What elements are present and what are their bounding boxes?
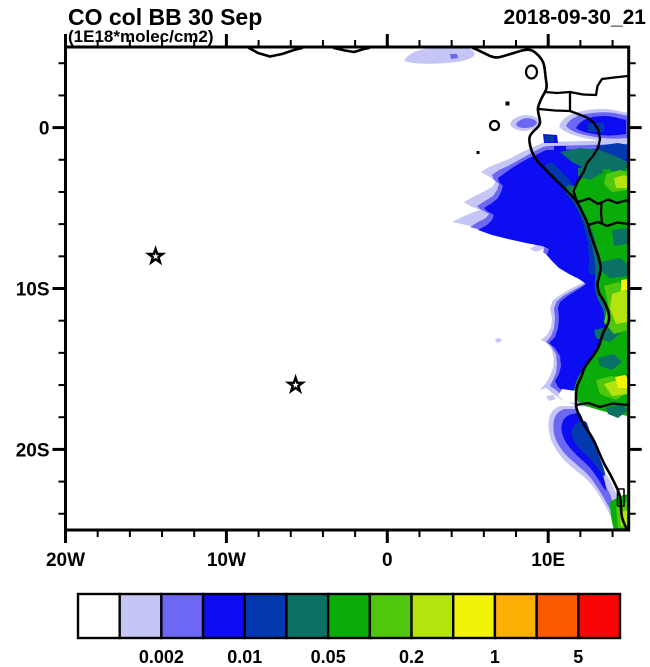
coastline-ghana (332, 47, 371, 54)
border-gabon-congo (568, 109, 602, 205)
colorbar-box (201, 592, 246, 640)
y-axis-labels: 0 10S 20S (16, 119, 50, 462)
colorbar-tick-label: 5 (573, 647, 583, 667)
border-cameroon-car (568, 74, 629, 97)
x-tick-label: 20W (46, 550, 85, 571)
bioko-island (524, 64, 539, 80)
colorbar-box (326, 592, 372, 640)
x-tick-label: 10W (207, 550, 246, 571)
border-cabinda-east (599, 200, 604, 224)
border-angola-namibia (574, 401, 629, 409)
colorbar-tick-label: 0.2 (399, 647, 424, 667)
border-cabinda-north (576, 197, 629, 206)
colorbar-box (452, 592, 497, 640)
colorbar-tick-label: 0.01 (227, 647, 262, 667)
colorbar-box (118, 592, 163, 640)
colorbar-box (577, 592, 622, 640)
annobon-island (476, 151, 480, 154)
colorbar-box (76, 592, 121, 640)
principe-island (505, 101, 510, 106)
colorbar-box (493, 592, 538, 640)
site-markers (145, 245, 307, 395)
colorbar-box (285, 592, 330, 640)
plot-units-label: (1E18*molec/cm2) (68, 27, 214, 46)
colorbar-box (160, 592, 205, 640)
axis-ticks (52, 34, 642, 543)
plot-timestamp: 2018-09-30_21 (504, 6, 647, 29)
site-star-marker (284, 373, 307, 395)
sao-tome-island (488, 119, 501, 132)
colorbar-tick-label: 1 (490, 647, 500, 667)
coastlines-and-borders (247, 47, 629, 530)
y-tick-label: 0 (39, 119, 50, 140)
colorbar-tick-label: 0.002 (139, 647, 184, 667)
y-tick-label: 20S (16, 440, 50, 461)
colorbar-tick-label: 0.05 (311, 647, 346, 667)
colorbar-box (368, 592, 413, 640)
contour-fill-field (404, 48, 628, 530)
border-angola-drc (586, 220, 629, 228)
site-star-marker (145, 245, 167, 266)
plot-title: CO col BB 30 Sep (68, 4, 262, 30)
border-equatorial-guinea (537, 90, 572, 113)
colorbar (76, 592, 622, 640)
y-tick-label: 10S (16, 280, 50, 301)
x-axis-labels: 20W 10W 0 10E (46, 550, 565, 571)
colorbar-box (535, 592, 580, 640)
x-tick-label: 10E (531, 550, 565, 571)
map-frame (64, 45, 631, 532)
coastline-west-africa (247, 47, 304, 58)
x-tick-label: 0 (382, 550, 393, 571)
colorbar-box (410, 592, 455, 640)
colorbar-labels: 0.002 0.01 0.05 0.2 1 5 (139, 647, 583, 667)
colorbar-box (243, 592, 288, 640)
walvis-bay-outline (616, 488, 625, 507)
